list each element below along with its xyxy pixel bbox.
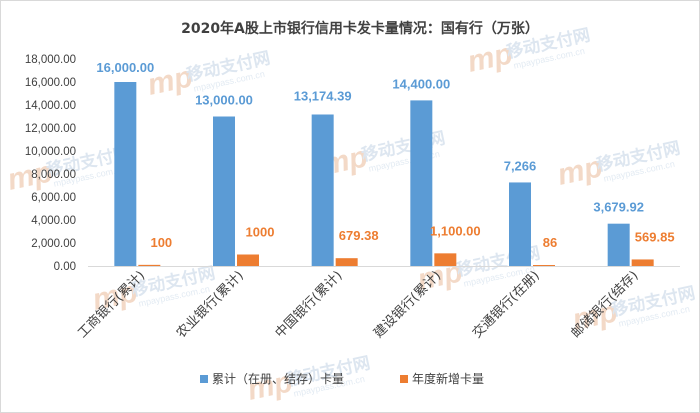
series-cumulative <box>114 82 630 267</box>
y-axis: 0.00 2,000.00 4,000.00 6,000.00 8,000.00 10,0… <box>25 54 76 273</box>
data-label: 16,000.00 <box>96 60 154 75</box>
y-tick-label: 14,000.00 <box>25 100 76 112</box>
y-tick-label: 16,000.00 <box>25 77 76 89</box>
x-tick-label: 建设银行(累计) <box>371 268 444 341</box>
legend-item: 年度新增卡量 <box>400 371 484 386</box>
bar <box>533 265 555 266</box>
chart-title: 2020年A股上市银行信用卡发卡量情况：国有行（万张） <box>181 20 539 37</box>
legend-item: 累计（在册、结存）卡量 <box>200 372 344 386</box>
bar <box>631 259 654 266</box>
y-tick-label: 10,000.00 <box>25 146 76 158</box>
data-label: 1000 <box>246 225 275 240</box>
legend-label: 年度新增卡量 <box>412 371 484 386</box>
bar <box>434 253 457 266</box>
bar <box>138 264 161 266</box>
data-label: 100 <box>150 235 172 250</box>
data-label: 1,100.00 <box>430 223 481 238</box>
bar <box>114 82 137 266</box>
y-tick-label: 4,000.00 <box>31 215 76 227</box>
bar <box>607 223 630 266</box>
legend: 累计（在册、结存）卡量 年度新增卡量 <box>200 371 484 386</box>
y-tick-label: 2,000.00 <box>31 238 76 250</box>
legend-swatch <box>400 375 408 383</box>
legend-swatch <box>200 375 208 383</box>
legend-label: 累计（在册、结存）卡量 <box>212 372 344 386</box>
bar <box>237 254 259 266</box>
bar <box>410 100 433 267</box>
data-label: 14,400.00 <box>392 76 450 91</box>
bar <box>335 258 358 266</box>
data-labels: 16,000.00 13,000.00 13,174.39 14,400.00 7,26… <box>96 60 674 250</box>
y-tick-label: 6,000.00 <box>31 192 76 204</box>
y-tick-label: 12,000.00 <box>25 123 76 135</box>
data-label: 569.85 <box>635 229 675 244</box>
y-tick-label: 18,000.00 <box>25 54 76 66</box>
data-label: 3,679.92 <box>593 200 644 215</box>
data-label: 13,174.39 <box>294 88 352 103</box>
bar <box>311 114 334 267</box>
data-label: 7,266 <box>504 158 537 173</box>
bar-series <box>114 82 654 267</box>
data-label: 679.38 <box>339 228 379 243</box>
watermark-layer: mp移动支付网mpaypass.com.cnmp移动支付网mpaypass.co… <box>5 24 697 406</box>
x-tick-label: 中国银行(累计) <box>273 268 346 341</box>
bar <box>509 182 531 266</box>
y-tick-label: 8,000.00 <box>31 169 76 181</box>
data-label: 86 <box>543 235 557 250</box>
y-tick-label: 0.00 <box>54 261 76 273</box>
data-label: 13,000.00 <box>195 93 253 108</box>
bar <box>213 116 235 266</box>
series-annual-new <box>138 253 654 266</box>
